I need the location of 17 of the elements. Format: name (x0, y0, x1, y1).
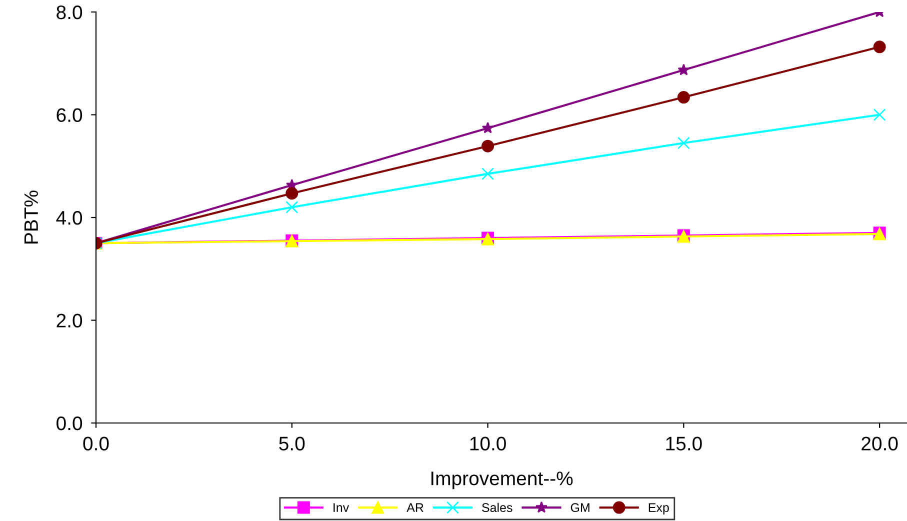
y-tick-label: 6.0 (56, 108, 82, 122)
x-tick-label: 5.0 (279, 436, 305, 450)
y-tick-label: 8.0 (56, 5, 82, 20)
legend-label: Sales (482, 502, 512, 512)
legend-label: Inv (334, 503, 350, 512)
y-axis-title: PBT% (24, 190, 38, 244)
x-tick-label: 0.0 (83, 436, 109, 450)
x-axis-title: Improvement--% (431, 472, 573, 490)
x-tick-label: 20.0 (862, 436, 898, 450)
legend-label: Exp (648, 503, 669, 514)
legend-label: GM (570, 503, 590, 512)
y-tick-label: 0.0 (56, 416, 82, 430)
legend-label: AR (406, 503, 424, 512)
x-tick-label: 10.0 (470, 436, 506, 450)
y-tick-label: 2.0 (56, 314, 82, 328)
y-tick-label: 4.0 (56, 210, 82, 225)
x-tick-label: 15.0 (666, 436, 702, 450)
